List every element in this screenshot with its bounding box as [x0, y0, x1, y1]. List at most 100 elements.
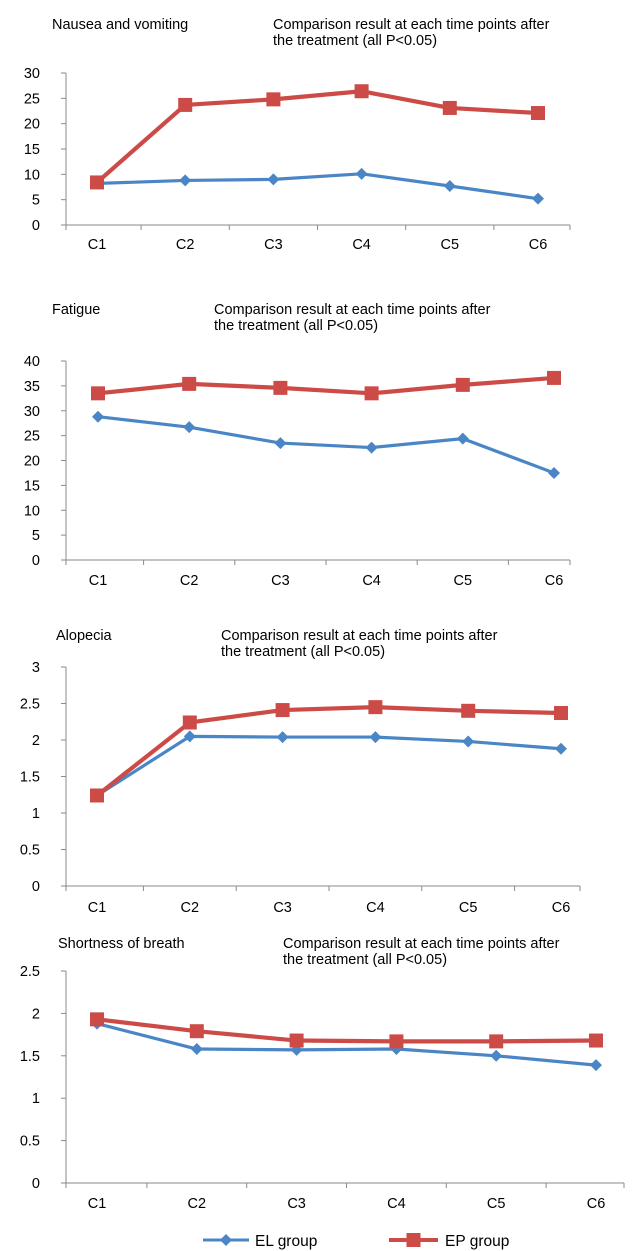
ep-point-marker — [455, 377, 470, 392]
chart-panel-2: Fatigue Comparison result at each time po… — [24, 302, 571, 589]
ep-point-marker — [289, 1033, 304, 1048]
legend: EL group EP group — [203, 1233, 509, 1250]
chart-title: Alopecia — [56, 628, 113, 644]
y-tick-label: 35 — [24, 379, 40, 395]
ep-point-marker — [273, 380, 288, 395]
el-point-marker — [548, 466, 560, 479]
x-tick-label: C6 — [552, 900, 571, 916]
y-tick-label: 5 — [32, 193, 40, 209]
y-tick-label: 15 — [24, 142, 40, 158]
y-tick-label: 40 — [24, 354, 40, 370]
y-tick-label: 2.5 — [20, 964, 40, 980]
x-tick-label: C3 — [273, 900, 292, 916]
ep-point-marker — [91, 386, 105, 401]
series-line-el — [96, 1022, 597, 1067]
y-tick-label: 20 — [24, 117, 40, 133]
y-tick-label: 10 — [24, 503, 40, 519]
y-tick-label: 0 — [32, 1176, 40, 1192]
ep-point-marker — [547, 370, 561, 385]
x-tick-label: C6 — [587, 1196, 606, 1212]
series-line-ep — [97, 375, 555, 396]
y-tick-label: 1 — [32, 806, 40, 822]
y-tick-label: 30 — [24, 404, 40, 420]
x-tick-label: C3 — [271, 573, 290, 589]
el-point-marker — [369, 731, 382, 744]
el-point-marker — [443, 179, 456, 192]
ep-point-marker — [90, 175, 104, 190]
ep-point-marker — [90, 1012, 104, 1027]
el-point-marker — [183, 730, 196, 743]
ep-point-marker — [189, 1024, 204, 1039]
el-point-marker — [276, 731, 289, 744]
y-tick-label: 20 — [24, 454, 40, 470]
x-tick-label: C1 — [88, 900, 107, 916]
y-tick-label: 0.5 — [20, 843, 40, 859]
el-point-marker — [92, 410, 104, 423]
x-tick-label: C3 — [287, 1196, 306, 1212]
y-tick-label: 3 — [32, 660, 40, 676]
el-point-marker — [456, 432, 469, 445]
el-point-marker — [190, 1043, 203, 1056]
ep-point-marker — [182, 715, 197, 730]
el-point-marker — [274, 437, 287, 450]
legend-diamond-marker — [220, 1234, 232, 1246]
series-line-ep — [95, 89, 539, 185]
y-tick-label: 0 — [32, 879, 40, 895]
ep-point-marker — [275, 703, 290, 718]
series-line-el — [97, 415, 555, 475]
y-tick-label: 25 — [24, 429, 40, 445]
el-point-marker — [355, 167, 368, 180]
significance-note: Comparison result at each time points af… — [273, 17, 550, 33]
ep-point-marker — [554, 705, 568, 720]
series-line-el — [96, 172, 539, 201]
legend-label: EL group — [255, 1233, 317, 1250]
x-tick-label: C5 — [459, 900, 478, 916]
ep-point-marker — [389, 1034, 404, 1049]
y-tick-label: 1.5 — [20, 770, 40, 786]
significance-note: Comparison result at each time points af… — [283, 936, 560, 952]
ep-point-marker — [182, 376, 197, 391]
el-point-marker — [267, 173, 280, 186]
significance-note: the treatment (all P<0.05) — [283, 952, 447, 968]
legend-square-marker — [406, 1233, 421, 1247]
significance-note: the treatment (all P<0.05) — [273, 33, 437, 49]
significance-note: the treatment (all P<0.05) — [214, 318, 378, 334]
y-tick-label: 0 — [32, 218, 40, 234]
legend-label: EP group — [445, 1233, 509, 1250]
y-tick-label: 10 — [24, 167, 40, 183]
chart-title: Shortness of breath — [58, 936, 185, 952]
chart-panel-3: Alopecia Comparison result at each time p… — [20, 628, 581, 916]
y-tick-label: 2 — [32, 1006, 40, 1022]
x-tick-label: C2 — [180, 573, 199, 589]
x-tick-label: C5 — [454, 573, 473, 589]
x-tick-label: C6 — [529, 237, 548, 253]
el-point-marker — [555, 742, 567, 755]
ep-point-marker — [266, 92, 281, 107]
x-tick-label: C4 — [366, 900, 385, 916]
x-tick-label: C2 — [181, 900, 200, 916]
series-line-ep — [96, 1017, 597, 1044]
el-point-marker — [179, 174, 192, 187]
el-point-marker — [590, 1059, 602, 1072]
y-tick-label: 15 — [24, 478, 40, 494]
y-tick-label: 1.5 — [20, 1049, 40, 1065]
y-tick-label: 0.5 — [20, 1134, 40, 1150]
ep-point-marker — [589, 1033, 603, 1048]
y-tick-label: 2.5 — [20, 697, 40, 713]
x-tick-label: C4 — [387, 1196, 406, 1212]
ep-point-marker — [461, 703, 476, 718]
x-tick-label: C3 — [264, 237, 283, 253]
chart-panel-1: Nausea and vomiting Comparison result at … — [24, 17, 571, 253]
ep-point-marker — [90, 788, 104, 803]
chart-title: Fatigue — [52, 302, 100, 318]
x-tick-label: C6 — [545, 573, 564, 589]
x-tick-label: C1 — [88, 237, 107, 253]
x-tick-label: C2 — [176, 237, 195, 253]
ep-point-marker — [364, 386, 379, 401]
ep-point-marker — [442, 100, 457, 115]
x-tick-label: C4 — [352, 237, 371, 253]
significance-note: Comparison result at each time points af… — [214, 302, 491, 318]
y-tick-label: 5 — [32, 528, 40, 544]
significance-note: Comparison result at each time points af… — [221, 628, 498, 644]
x-tick-label: C2 — [188, 1196, 207, 1212]
